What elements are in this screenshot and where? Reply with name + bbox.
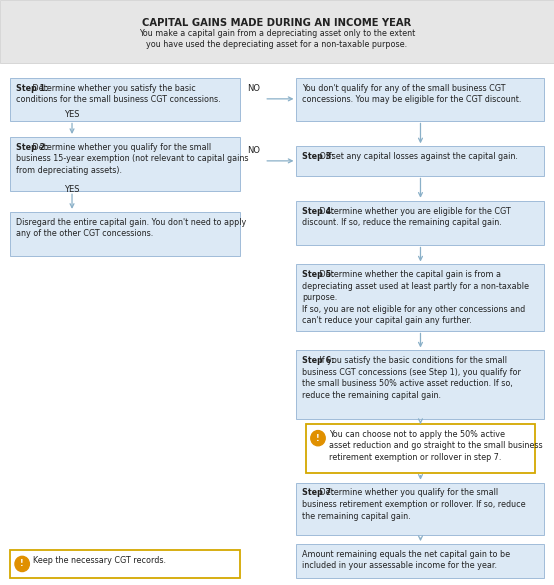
Text: If you satisfy the basic conditions for the small: If you satisfy the basic conditions for … <box>317 356 507 365</box>
FancyBboxPatch shape <box>10 78 240 121</box>
Text: depreciating asset used at least partly for a non-taxable
purpose.
If so, you ar: depreciating asset used at least partly … <box>302 282 529 325</box>
FancyBboxPatch shape <box>10 212 240 256</box>
Text: business CGT concessions (see Step 1), you qualify for
the small business 50% ac: business CGT concessions (see Step 1), y… <box>302 368 521 400</box>
Text: You don't qualify for any of the small business CGT
concessions. You may be elig: You don't qualify for any of the small b… <box>302 84 521 104</box>
Text: NO: NO <box>247 146 260 155</box>
Text: Step 3:: Step 3: <box>302 152 334 161</box>
Text: Determine whether you are eligible for the CGT: Determine whether you are eligible for t… <box>317 207 510 215</box>
FancyBboxPatch shape <box>306 424 535 473</box>
Text: Step 4:: Step 4: <box>302 207 334 215</box>
Text: discount. If so, reduce the remaining capital gain.: discount. If so, reduce the remaining ca… <box>302 218 502 227</box>
Text: Step 1:: Step 1: <box>16 84 48 92</box>
FancyBboxPatch shape <box>296 201 544 245</box>
Text: Determine whether you qualify for the small: Determine whether you qualify for the sm… <box>30 143 212 152</box>
Text: Step 7:: Step 7: <box>302 488 334 497</box>
FancyBboxPatch shape <box>296 146 544 176</box>
Text: Determine whether you qualify for the small: Determine whether you qualify for the sm… <box>317 488 498 497</box>
Text: Offset any capital losses against the capital gain.: Offset any capital losses against the ca… <box>317 152 517 161</box>
Circle shape <box>311 431 325 446</box>
Text: !: ! <box>20 559 24 569</box>
FancyBboxPatch shape <box>0 0 554 63</box>
Circle shape <box>15 556 29 572</box>
Text: !: ! <box>316 433 320 443</box>
Text: You can choose not to apply the 50% active
asset reduction and go straight to th: You can choose not to apply the 50% acti… <box>329 430 543 462</box>
Text: Amount remaining equals the net capital gain to be
included in your assessable i: Amount remaining equals the net capital … <box>302 550 510 570</box>
Text: Step 5:: Step 5: <box>302 270 334 279</box>
Text: business retirement exemption or rollover. If so, reduce
the remaining capital g: business retirement exemption or rollove… <box>302 500 526 521</box>
FancyBboxPatch shape <box>296 78 544 121</box>
Text: YES: YES <box>64 185 80 194</box>
Text: Disregard the entire capital gain. You don't need to apply
any of the other CGT : Disregard the entire capital gain. You d… <box>16 218 246 238</box>
Text: NO: NO <box>247 84 260 93</box>
Text: Determine whether you satisfy the basic: Determine whether you satisfy the basic <box>30 84 196 92</box>
Text: conditions for the small business CGT concessions.: conditions for the small business CGT co… <box>16 95 220 104</box>
Text: Keep the necessary CGT records.: Keep the necessary CGT records. <box>33 556 166 565</box>
Text: You make a capital gain from a depreciating asset only to the extent
you have us: You make a capital gain from a depreciat… <box>139 29 415 50</box>
Text: YES: YES <box>64 111 80 119</box>
FancyBboxPatch shape <box>10 550 240 578</box>
Text: business 15-year exemption (not relevant to capital gains
from depreciating asse: business 15-year exemption (not relevant… <box>16 154 248 175</box>
FancyBboxPatch shape <box>10 137 240 191</box>
Text: Determine whether the capital gain is from a: Determine whether the capital gain is fr… <box>317 270 501 279</box>
FancyBboxPatch shape <box>296 544 544 578</box>
FancyBboxPatch shape <box>296 483 544 535</box>
Text: CAPITAL GAINS MADE DURING AN INCOME YEAR: CAPITAL GAINS MADE DURING AN INCOME YEAR <box>142 18 412 27</box>
Text: Step 6:: Step 6: <box>302 356 334 365</box>
FancyBboxPatch shape <box>296 350 544 419</box>
FancyBboxPatch shape <box>296 264 544 331</box>
Text: Step 2:: Step 2: <box>16 143 48 152</box>
